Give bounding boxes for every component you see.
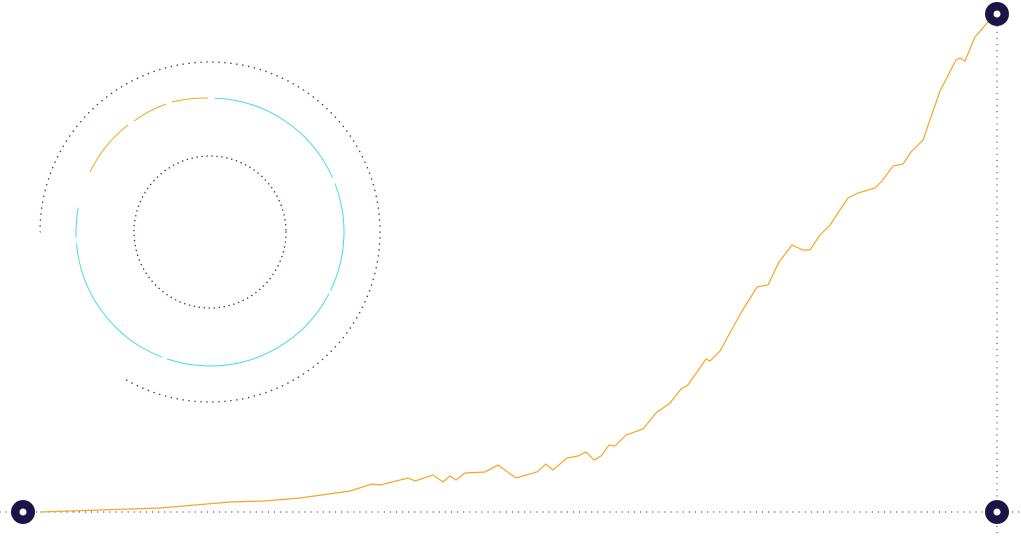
marker-dot xyxy=(993,10,1001,18)
decor-circles xyxy=(39,61,381,403)
inner-dotted-ring xyxy=(133,155,287,309)
cyan-ring xyxy=(75,97,345,367)
marker-dot xyxy=(19,508,27,516)
growth-line xyxy=(39,13,996,513)
plot xyxy=(39,13,996,513)
marker-dot xyxy=(993,508,1001,516)
endpoint-markers xyxy=(11,2,1009,524)
outer-dotted-ring xyxy=(39,61,381,403)
orange-arc xyxy=(89,97,209,173)
